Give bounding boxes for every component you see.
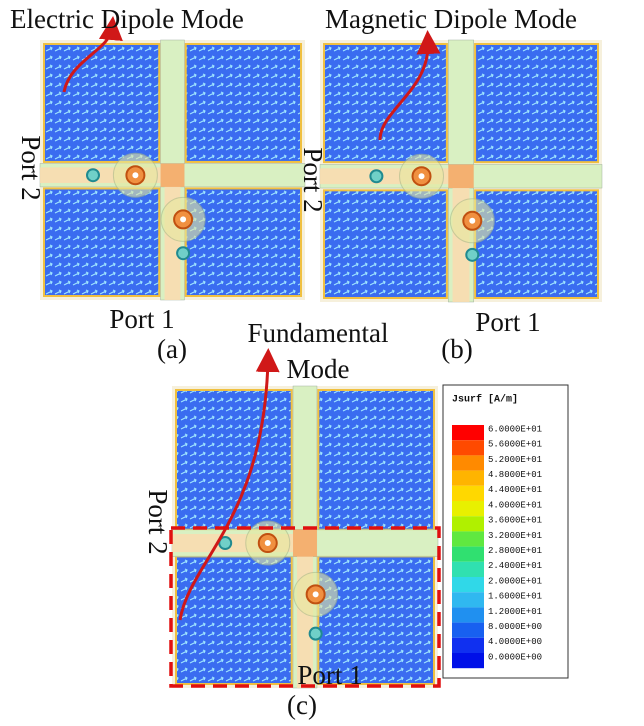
legend-label: 3.6000E+01 [488, 516, 542, 526]
legend-title: Jsurf [A/m] [452, 394, 518, 406]
patch [44, 44, 159, 162]
color-cell [452, 425, 484, 440]
cross [293, 529, 317, 556]
panel-label: (c) [287, 690, 317, 720]
cross [161, 164, 185, 187]
legend-label: 4.4000E+01 [488, 485, 542, 495]
legend: Jsurf [A/m] 6.0000E+01 5.6000E+01 5.2000E+… [443, 385, 568, 678]
color-cell [452, 623, 484, 638]
color-cell [452, 547, 484, 562]
panel-label: (b) [441, 334, 472, 364]
color-cell [452, 653, 484, 668]
color-cell [452, 440, 484, 455]
color-cell [452, 516, 484, 531]
legend-label: 5.6000E+01 [488, 440, 542, 450]
simulation-panel [320, 40, 602, 302]
legend-label: 1.2000E+01 [488, 607, 542, 617]
via-core [313, 591, 319, 597]
legend-label: 4.0000E+01 [488, 500, 542, 510]
panel-label: (a) [157, 334, 187, 364]
panel-title: Mode [287, 354, 350, 384]
port [177, 247, 189, 259]
simulation-panel [172, 360, 438, 688]
legend-label: 4.0000E+00 [488, 637, 542, 647]
patch [324, 44, 447, 162]
legend-label: 1.6000E+01 [488, 592, 542, 602]
via-core [132, 172, 138, 178]
legend-label: 2.8000E+01 [488, 546, 542, 556]
panel-title: Fundamental [248, 318, 389, 348]
color-cell [452, 455, 484, 470]
via-core [469, 218, 475, 224]
legend-label: 4.8000E+01 [488, 470, 542, 480]
cross [448, 164, 473, 188]
port [310, 628, 322, 640]
port-label: Port 2 [298, 147, 328, 212]
color-cell [452, 471, 484, 486]
patch [176, 390, 292, 530]
via-core [265, 540, 271, 546]
legend-label: 3.2000E+01 [488, 531, 542, 541]
color-cell [452, 607, 484, 622]
port-label: Port 2 [16, 135, 46, 200]
patch [318, 390, 434, 530]
port-label: Port 1 [475, 307, 540, 337]
patch [44, 188, 159, 296]
patch [186, 44, 301, 162]
port [466, 249, 478, 261]
patch [475, 44, 598, 162]
via-core [180, 216, 186, 222]
port-label: Port 2 [143, 489, 173, 554]
port-label: Port 1 [109, 304, 174, 334]
figure: Electric Dipole Mode Magnetic Dipole Mod… [0, 0, 644, 726]
port [87, 169, 99, 181]
color-cell [452, 501, 484, 516]
color-cell [452, 486, 484, 501]
legend-label: 2.4000E+01 [488, 561, 542, 571]
legend-label: 6.0000E+01 [488, 424, 542, 434]
color-cell [452, 592, 484, 607]
panel-title: Magnetic Dipole Mode [325, 4, 577, 34]
patch [176, 556, 292, 684]
legend-label: 0.0000E+00 [488, 652, 542, 662]
patch [475, 190, 598, 298]
color-cell [452, 562, 484, 577]
via-core [419, 173, 425, 179]
panel-title: Electric Dipole Mode [10, 4, 244, 34]
simulation-panel [40, 28, 305, 300]
port [370, 170, 382, 182]
legend-label: 2.0000E+01 [488, 576, 542, 586]
legend-label: 5.2000E+01 [488, 455, 542, 465]
color-cell [452, 531, 484, 546]
color-cell [452, 638, 484, 653]
color-cell [452, 577, 484, 592]
legend-label: 8.0000E+00 [488, 622, 542, 632]
patch [324, 190, 447, 298]
patch [186, 188, 301, 296]
